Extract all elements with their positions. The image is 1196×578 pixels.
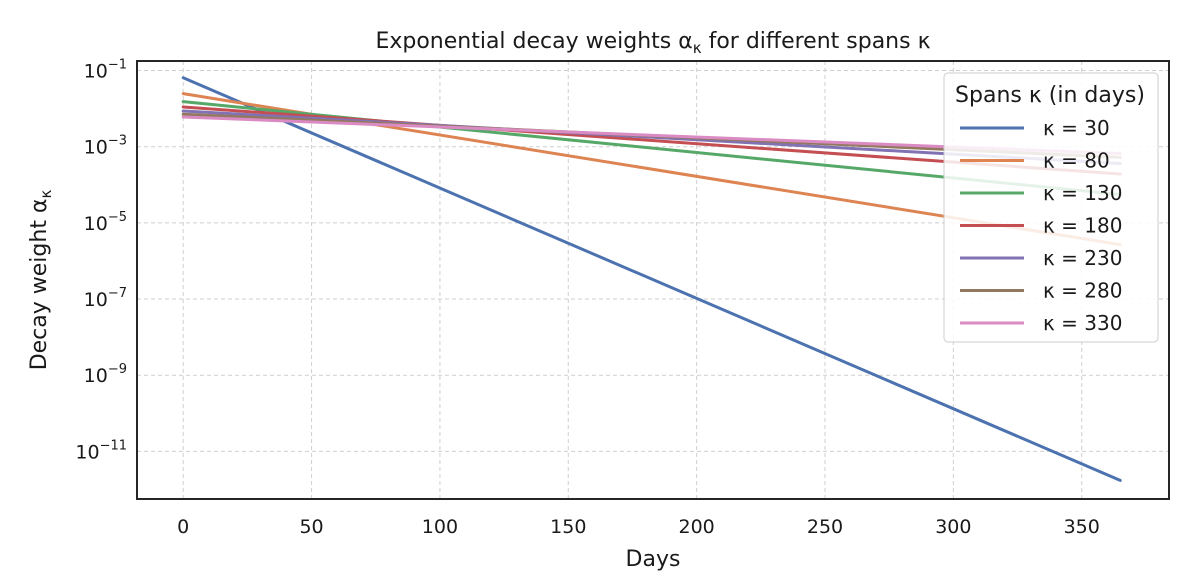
x-axis-label: Days <box>626 547 681 572</box>
x-tick-label: 0 <box>177 516 189 538</box>
y-tick-label: 10−3 <box>84 134 127 159</box>
x-tick-label: 300 <box>935 516 971 538</box>
tick-layer: 0 50 100 150 200 250 300 350 10−1 10−3 10−5 10−7 10−… <box>75 58 1099 538</box>
legend-label: κ = 230 <box>1043 246 1122 270</box>
legend-box <box>943 72 1159 343</box>
legend-label: κ = 130 <box>1043 181 1122 205</box>
x-tick-label: 50 <box>299 516 323 538</box>
x-tick-label: 250 <box>807 516 843 538</box>
x-tick-label: 100 <box>422 516 458 538</box>
y-tick-label: 10−5 <box>84 210 127 235</box>
chart-title: Exponential decay weights ακ for differe… <box>375 29 930 57</box>
x-tick-label: 150 <box>550 516 586 538</box>
x-tick-label: 200 <box>679 516 715 538</box>
legend-title: Spans κ (in days) <box>955 83 1145 108</box>
y-tick-label: 10−1 <box>84 58 127 83</box>
legend-label: κ = 80 <box>1043 149 1110 173</box>
series-line-span-30 <box>181 76 1122 482</box>
y-axis-label: Decay weight ακ <box>27 190 55 371</box>
legend-label: κ = 180 <box>1043 214 1122 238</box>
legend-items: κ = 30 κ = 80 κ = 130 κ = 180 κ = 230 κ = 280… <box>960 116 1122 335</box>
y-tick-label: 10−7 <box>84 286 127 311</box>
legend-label: κ = 30 <box>1043 116 1110 140</box>
legend-label: κ = 280 <box>1043 279 1122 303</box>
plot-frame <box>136 60 1170 500</box>
y-tick-label: 10−11 <box>75 438 127 463</box>
y-tick-label: 10−9 <box>84 362 127 387</box>
legend-label: κ = 330 <box>1043 311 1122 335</box>
x-tick-label: 350 <box>1064 516 1100 538</box>
